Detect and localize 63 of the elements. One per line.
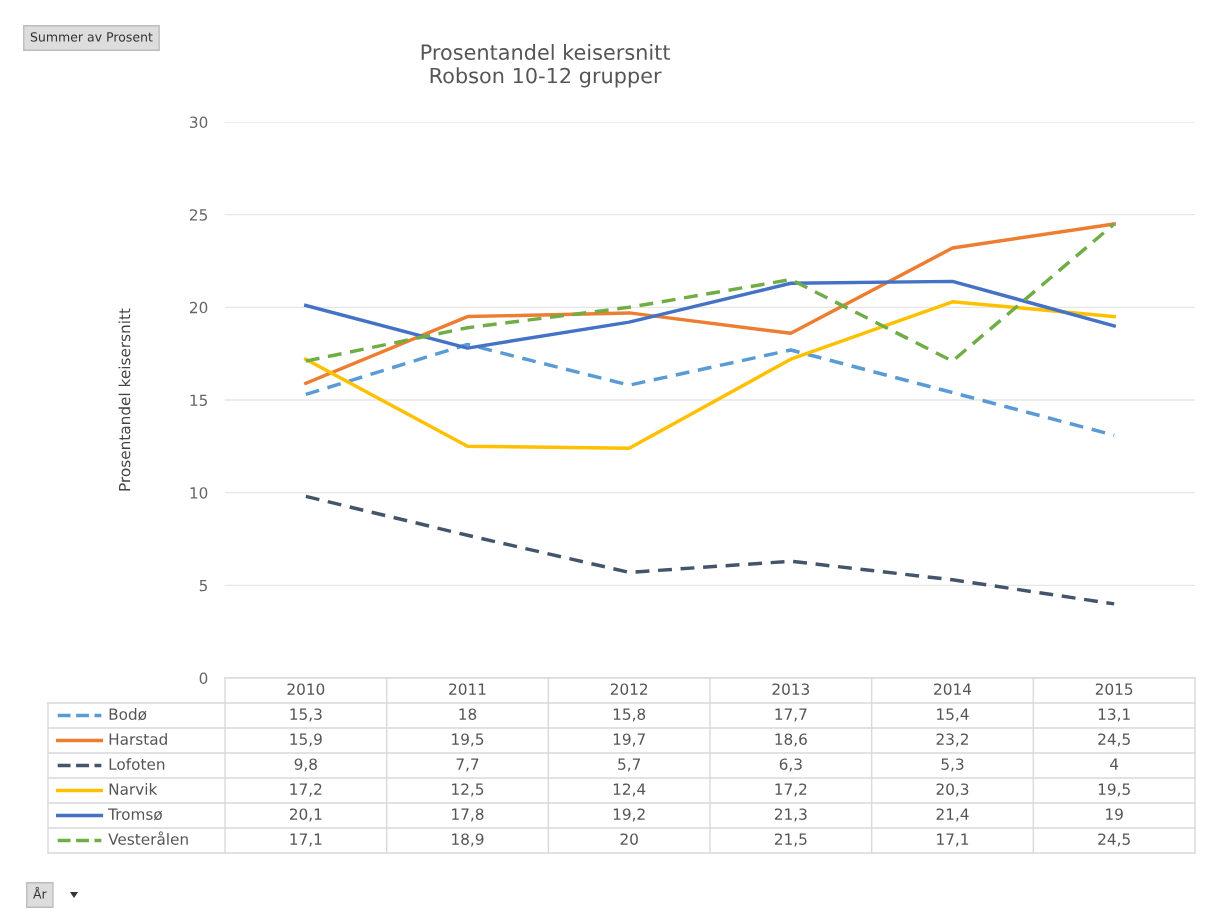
data-label: 21,3 bbox=[774, 808, 807, 822]
data-label: 6,3 bbox=[779, 758, 802, 772]
chart-title: Prosentandel keisersnitt Robson 10-12 grupper bbox=[421, 43, 671, 88]
data-label: 24,5 bbox=[1098, 833, 1130, 847]
data-label: 20,3 bbox=[936, 783, 969, 797]
data-label: 20,1 bbox=[289, 808, 322, 822]
data-label: 21,4 bbox=[936, 808, 969, 822]
text: Summer av Prosent bbox=[30, 32, 153, 42]
line-series bbox=[304, 342, 1116, 437]
data-label: 20 bbox=[620, 833, 638, 845]
data-label: 23,2 bbox=[936, 733, 968, 747]
data-label: 4 bbox=[1110, 758, 1119, 770]
legend-label: Lofoten bbox=[109, 758, 165, 770]
x-tick-label: 2014 bbox=[934, 683, 972, 695]
legend-label: Harstad bbox=[109, 733, 167, 745]
data-label: 9,8 bbox=[294, 758, 317, 772]
y-tick-label: 5 bbox=[199, 580, 207, 592]
x-tick-label: 2013 bbox=[772, 683, 810, 695]
data-label: 17,7 bbox=[775, 708, 807, 722]
legend-label: Bodø bbox=[109, 708, 147, 721]
y-tick-label: 10 bbox=[190, 487, 208, 499]
data-label: 5,3 bbox=[941, 758, 964, 772]
data-label: 18,6 bbox=[775, 733, 807, 747]
data-label: 21,5 bbox=[774, 833, 807, 847]
data-label: 15,8 bbox=[613, 708, 646, 722]
data-label: 17,2 bbox=[290, 783, 322, 797]
data-label: 15,9 bbox=[290, 733, 322, 747]
data-label: 19,7 bbox=[613, 733, 645, 747]
data-label: 5,7 bbox=[618, 758, 641, 772]
data-label: 17,2 bbox=[775, 783, 807, 797]
legend-label: Narvik bbox=[109, 783, 158, 795]
y-tick-label: 0 bbox=[199, 672, 208, 685]
data-label: 19,2 bbox=[613, 808, 645, 822]
data-label: 19,5 bbox=[1098, 783, 1130, 797]
x-tick-label: 2015 bbox=[1095, 683, 1133, 695]
data-label: 17,1 bbox=[937, 833, 969, 847]
line-series bbox=[304, 300, 1116, 450]
y-tick-label: 30 bbox=[190, 116, 208, 129]
data-label: 18 bbox=[459, 708, 477, 720]
text: År bbox=[33, 886, 47, 899]
data-label: 15,4 bbox=[937, 708, 969, 722]
y-tick-label: 20 bbox=[190, 301, 208, 314]
x-tick-label: 2012 bbox=[610, 683, 648, 695]
y-tick-label: 15 bbox=[190, 394, 207, 407]
line-series bbox=[304, 494, 1116, 606]
y-tick-label: 25 bbox=[190, 209, 207, 221]
data-label: 15,3 bbox=[290, 708, 322, 722]
x-tick-label: 2010 bbox=[287, 683, 325, 695]
data-label: 7,7 bbox=[456, 758, 479, 772]
data-label: 17,1 bbox=[290, 833, 322, 847]
legend-label: Tromsø bbox=[108, 808, 163, 821]
data-label: 24,5 bbox=[1098, 733, 1130, 747]
data-label: 13,1 bbox=[1098, 708, 1130, 722]
x-tick-label: 2011 bbox=[449, 683, 486, 695]
legend-label: Vesterålen bbox=[108, 831, 188, 845]
line-series bbox=[304, 279, 1116, 350]
data-label: 17,8 bbox=[452, 808, 484, 822]
data-label: 19 bbox=[1106, 808, 1123, 820]
data-label: 12,5 bbox=[452, 783, 484, 797]
data-label: 19,5 bbox=[452, 733, 484, 747]
y-axis-title: Prosentandel keisersnitt bbox=[118, 308, 131, 491]
data-label: 12,4 bbox=[613, 783, 646, 797]
data-label: 18,9 bbox=[452, 833, 484, 847]
